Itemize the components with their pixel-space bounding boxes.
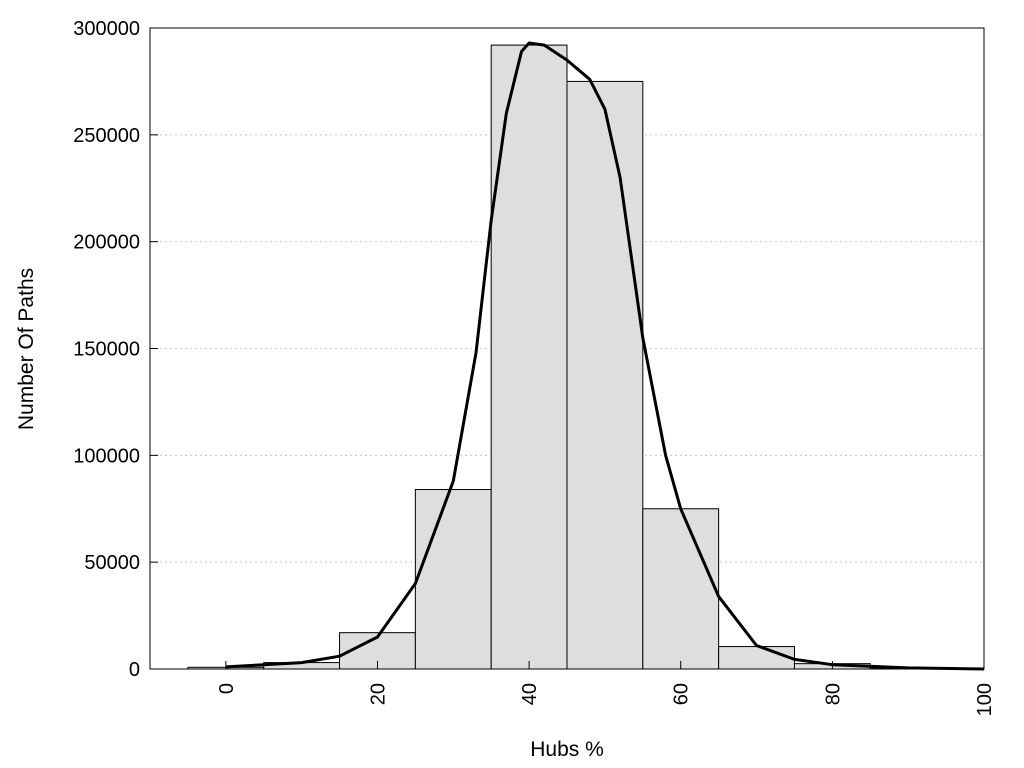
x-tick-label: 40 xyxy=(519,683,541,705)
density-curve xyxy=(225,41,985,671)
y-axis-title: Number Of Paths xyxy=(15,268,38,430)
histogram-bars xyxy=(187,44,947,670)
y-tick-label: 50000 xyxy=(84,552,140,574)
histogram-bar xyxy=(642,508,720,670)
y-axis: 0 50000 100000 150000 200000 250000 300000 xyxy=(73,18,158,681)
y-tick-label: 200000 xyxy=(73,232,140,254)
density-curve-group xyxy=(225,41,985,671)
y-tick-label: 0 xyxy=(129,659,140,681)
x-tick-label: 60 xyxy=(671,683,693,705)
y-tick-label: 250000 xyxy=(73,125,140,147)
x-tick-label: 0 xyxy=(216,683,238,694)
histogram-bar xyxy=(414,489,492,670)
x-tick-label: 80 xyxy=(822,683,844,705)
x-tick-label: 100 xyxy=(974,683,996,716)
histogram-bar xyxy=(566,80,644,670)
y-tick-label: 100000 xyxy=(73,445,140,467)
x-axis-title: Hubs % xyxy=(530,738,604,761)
histogram-bar xyxy=(490,44,568,670)
x-axis: 0 20 40 60 80 100 xyxy=(216,661,996,716)
histogram-bar xyxy=(718,646,795,670)
y-tick-label: 300000 xyxy=(73,18,140,40)
x-tick-label: 20 xyxy=(367,683,389,705)
y-tick-label: 150000 xyxy=(73,339,140,361)
